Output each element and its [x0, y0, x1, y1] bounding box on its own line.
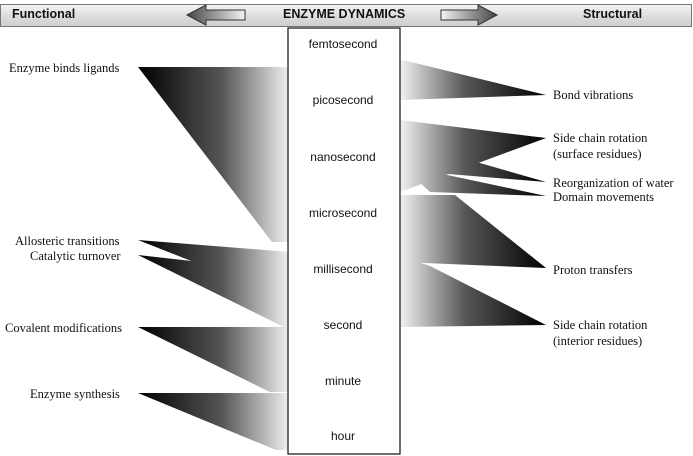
structural-process-sublabel: (interior residues) [553, 334, 642, 348]
timescale-label: minute [325, 374, 361, 388]
right-arrow-icon [440, 4, 499, 26]
wedge-proton-transfers [400, 195, 546, 268]
wedge-side-chain-interior [400, 256, 546, 327]
timescale-label: femtosecond [309, 37, 378, 51]
structural-process-label: Side chain rotation [553, 131, 648, 145]
wedge-bond-vibrations [400, 60, 546, 100]
functional-process-label: Allosteric transitions [15, 234, 120, 248]
functional-process-label: Enzyme synthesis [30, 387, 120, 401]
timescale-label: nanosecond [310, 150, 375, 164]
structural-process-label: Reorganization of water [553, 176, 674, 190]
wedge-domain-movements [400, 165, 546, 196]
structural-process-label: Proton transfers [553, 263, 633, 277]
structural-label: Structural [583, 7, 643, 21]
functional-label: Functional [12, 7, 76, 21]
functional-process-label: Enzyme binds ligands [9, 61, 120, 75]
wedge-enzyme-binds-ligands [138, 67, 290, 242]
wedge-catalytic-turnover [138, 255, 290, 330]
structural-process-label: Bond vibrations [553, 88, 633, 102]
structural-process-label: Side chain rotation [553, 318, 648, 332]
structural-process-sublabel: (surface residues) [553, 147, 642, 161]
functional-wedges [138, 67, 290, 450]
structural-process-label: Domain movements [553, 190, 654, 204]
timescale-label: picosecond [313, 93, 374, 107]
wedge-reorganization-of-water [400, 140, 546, 182]
timescale-label: hour [331, 429, 355, 443]
diagram-title: ENZYME DYNAMICS [283, 7, 406, 21]
header-bar [0, 4, 692, 27]
wedge-enzyme-synthesis [138, 393, 290, 450]
functional-process-label: Covalent modifications [5, 321, 122, 335]
structural-wedges [400, 60, 546, 327]
left-arrow-icon [185, 4, 246, 26]
timescale-label: second [324, 318, 363, 332]
timescale-box [287, 27, 401, 455]
wedge-covalent-modifications [138, 327, 290, 392]
timescale-label: microsecond [309, 206, 377, 220]
timescale-label: millisecond [313, 262, 372, 276]
functional-process-label: Catalytic turnover [30, 249, 121, 263]
